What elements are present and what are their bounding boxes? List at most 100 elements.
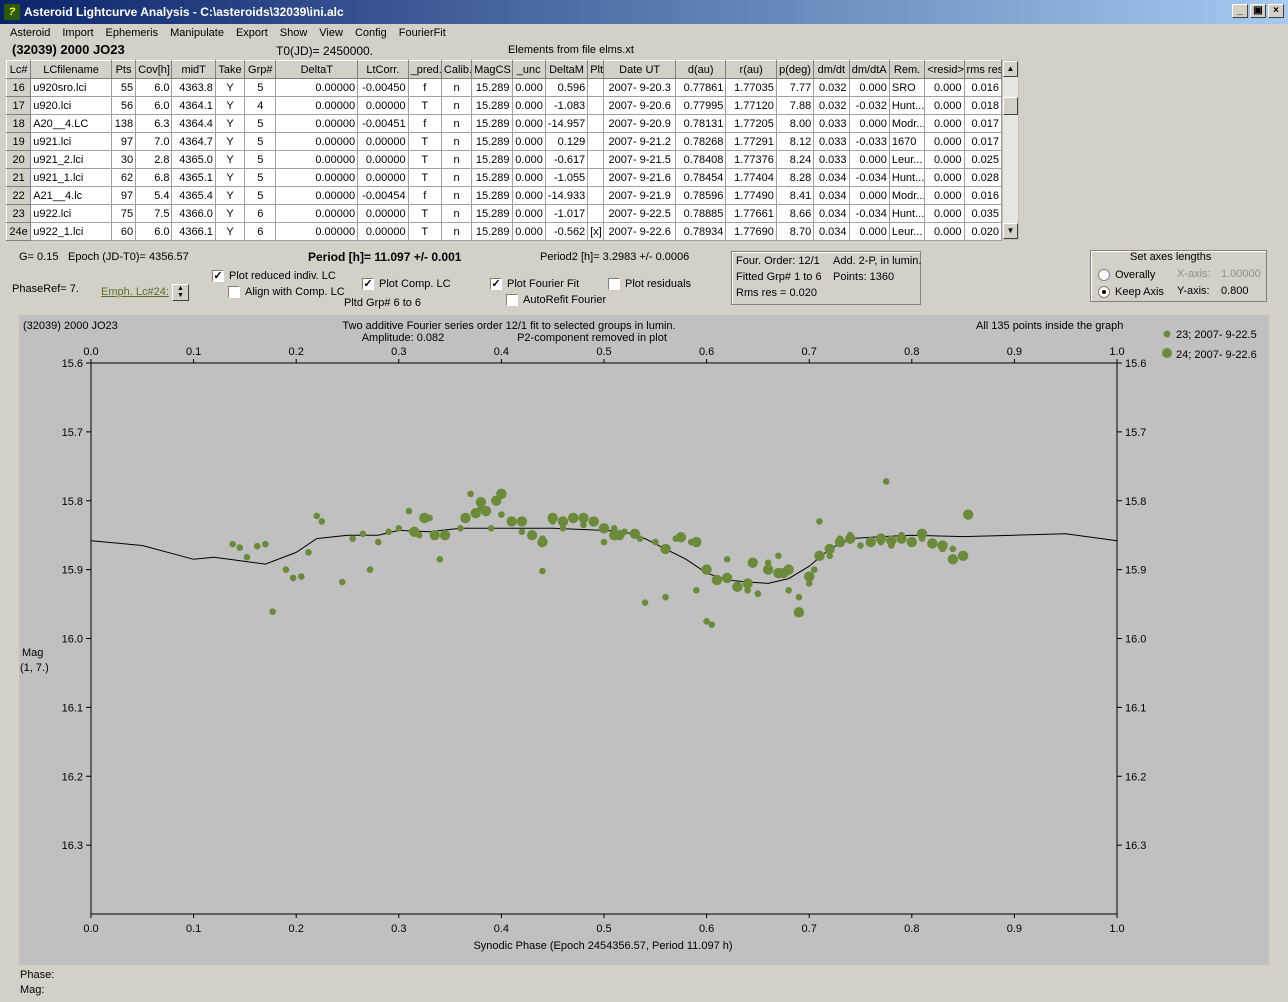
table-cell[interactable]: n: [440, 132, 473, 151]
row-number-cell[interactable]: 19: [5, 132, 32, 151]
table-cell[interactable]: 15.289: [471, 222, 513, 241]
emph-lc-label[interactable]: Emph. Lc#24:: [101, 286, 169, 298]
table-cell[interactable]: 0.000: [848, 222, 890, 241]
table-cell[interactable]: 8.66: [775, 204, 815, 223]
table-cell[interactable]: 0.78268: [674, 132, 727, 151]
table-cell[interactable]: 0.00000: [357, 132, 409, 151]
table-cell[interactable]: 0.78596: [674, 186, 727, 205]
table-cell[interactable]: 15.289: [471, 132, 513, 151]
scroll-thumb[interactable]: [1003, 97, 1018, 115]
table-cell[interactable]: 4366.0: [171, 204, 216, 223]
table-cell[interactable]: 0.00000: [275, 132, 359, 151]
table-cell[interactable]: 8.70: [775, 222, 815, 241]
table-cell[interactable]: 0.00000: [275, 150, 359, 169]
table-cell[interactable]: 0.129: [544, 132, 589, 151]
table-cell[interactable]: n: [440, 186, 473, 205]
table-cell[interactable]: Modr...: [888, 114, 926, 133]
table-cell[interactable]: 7.77: [775, 78, 815, 97]
column-header[interactable]: d(au): [674, 60, 727, 79]
column-header[interactable]: Plt: [587, 60, 605, 79]
checkbox-box[interactable]: [228, 286, 240, 298]
table-cell[interactable]: 0.025: [963, 150, 1003, 169]
scroll-up-icon[interactable]: ▲: [1003, 61, 1018, 77]
table-row[interactable]: 22 A21__4.lc 97 5.4 4365.4 Y 5 0.00000 -0.00454 f…: [5, 186, 1003, 205]
table-cell[interactable]: 0.017: [963, 114, 1003, 133]
table-cell[interactable]: n: [440, 96, 473, 115]
lightcurve-plot-panel[interactable]: 0.0 0.0 0.1 0.1 0.2 0.2 0.3 0.3 0.4 0.4 0.5 0.5 0.6 0…: [19, 315, 1269, 965]
checkbox-box[interactable]: ✓: [490, 278, 502, 290]
table-cell[interactable]: 6.0: [135, 96, 173, 115]
table-cell[interactable]: -0.033: [848, 132, 890, 151]
table-cell[interactable]: n: [440, 204, 473, 223]
table-cell[interactable]: 15.289: [471, 150, 513, 169]
table-cell[interactable]: 1.77035: [725, 78, 777, 97]
table-cell[interactable]: 62: [110, 168, 137, 187]
menu-asteroid[interactable]: Asteroid: [10, 27, 51, 39]
table-cell[interactable]: Modr...: [888, 186, 926, 205]
column-header[interactable]: Grp#: [244, 60, 277, 79]
table-cell[interactable]: 1670: [888, 132, 926, 151]
table-cell[interactable]: -14.933: [544, 186, 589, 205]
column-header[interactable]: _pred.: [407, 60, 442, 79]
table-cell[interactable]: T: [407, 150, 442, 169]
table-cell[interactable]: 0.000: [924, 78, 965, 97]
table-cell[interactable]: 0.000: [511, 132, 546, 151]
table-cell[interactable]: 4364.4: [171, 114, 216, 133]
column-header[interactable]: r(au): [725, 60, 777, 79]
table-cell[interactable]: 15.289: [471, 78, 513, 97]
table-cell[interactable]: 0.00000: [357, 96, 409, 115]
table-cell[interactable]: n: [440, 78, 473, 97]
table-cell[interactable]: 0.596: [544, 78, 589, 97]
column-header[interactable]: DeltaT: [275, 60, 359, 79]
table-cell[interactable]: T: [407, 96, 442, 115]
table-cell[interactable]: u921.lci: [30, 132, 112, 151]
plot-comp-checkbox[interactable]: ✓ Plot Comp. LC: [362, 278, 451, 290]
checkbox-box[interactable]: ✓: [362, 278, 374, 290]
table-cell[interactable]: 0.78131: [674, 114, 727, 133]
table-cell[interactable]: T: [407, 222, 442, 241]
close-button[interactable]: ×: [1268, 4, 1284, 18]
column-header[interactable]: dm/dt: [813, 60, 850, 79]
table-cell[interactable]: 5: [244, 168, 277, 187]
column-header[interactable]: DeltaM: [544, 60, 589, 79]
table-cell[interactable]: 0.00000: [357, 222, 409, 241]
table-cell[interactable]: 0.000: [924, 150, 965, 169]
table-cell[interactable]: 0.78454: [674, 168, 727, 187]
menu-manipulate[interactable]: Manipulate: [170, 27, 224, 39]
plot-residuals-checkbox[interactable]: Plot residuals: [608, 278, 691, 290]
table-cell[interactable]: 0.00000: [275, 114, 359, 133]
table-cell[interactable]: 4363.8: [171, 78, 216, 97]
table-cell[interactable]: f: [407, 78, 442, 97]
table-cell[interactable]: -0.00451: [357, 114, 409, 133]
table-cell[interactable]: 1.77404: [725, 168, 777, 187]
row-number-cell[interactable]: 17: [5, 96, 32, 115]
table-cell[interactable]: 0.000: [924, 132, 965, 151]
table-cell[interactable]: A20__4.LC: [30, 114, 112, 133]
table-cell[interactable]: 0.77995: [674, 96, 727, 115]
table-cell[interactable]: 8.00: [775, 114, 815, 133]
column-header[interactable]: rms res: [963, 60, 1003, 79]
menu-config[interactable]: Config: [354, 27, 387, 39]
table-row[interactable]: 20 u921_2.lci 30 2.8 4365.0 Y 5 0.00000 0.00000 T…: [5, 150, 1003, 169]
table-cell[interactable]: 30: [110, 150, 137, 169]
column-header[interactable]: p(deg): [775, 60, 815, 79]
table-cell[interactable]: 0.000: [511, 150, 546, 169]
table-row[interactable]: 21 u921_1.lci 62 6.8 4365.1 Y 5 0.00000 0.00000 T…: [5, 168, 1003, 187]
table-cell[interactable]: f: [407, 186, 442, 205]
table-cell[interactable]: 1.77291: [725, 132, 777, 151]
table-cell[interactable]: Y: [214, 150, 246, 169]
row-number-cell[interactable]: 22: [5, 186, 32, 205]
table-row[interactable]: 16 u920sro.lci 55 6.0 4363.8 Y 5 0.00000 -0.0045…: [5, 78, 1003, 97]
table-cell[interactable]: 2007- 9-22.6: [603, 222, 676, 241]
table-cell[interactable]: 8.28: [775, 168, 815, 187]
table-cell[interactable]: 0.00000: [357, 168, 409, 187]
align-comp-checkbox[interactable]: Align with Comp. LC: [228, 286, 345, 298]
column-header[interactable]: dm/dtA: [848, 60, 890, 79]
menu-show[interactable]: Show: [279, 27, 308, 39]
keep-axis-radio[interactable]: Keep Axis: [1098, 286, 1164, 298]
table-cell[interactable]: 2.8: [135, 150, 173, 169]
table-cell[interactable]: 6.8: [135, 168, 173, 187]
table-cell[interactable]: -0.034: [848, 168, 890, 187]
autorefit-checkbox[interactable]: AutoRefit Fourier: [506, 294, 606, 306]
table-cell[interactable]: 6.0: [135, 78, 173, 97]
